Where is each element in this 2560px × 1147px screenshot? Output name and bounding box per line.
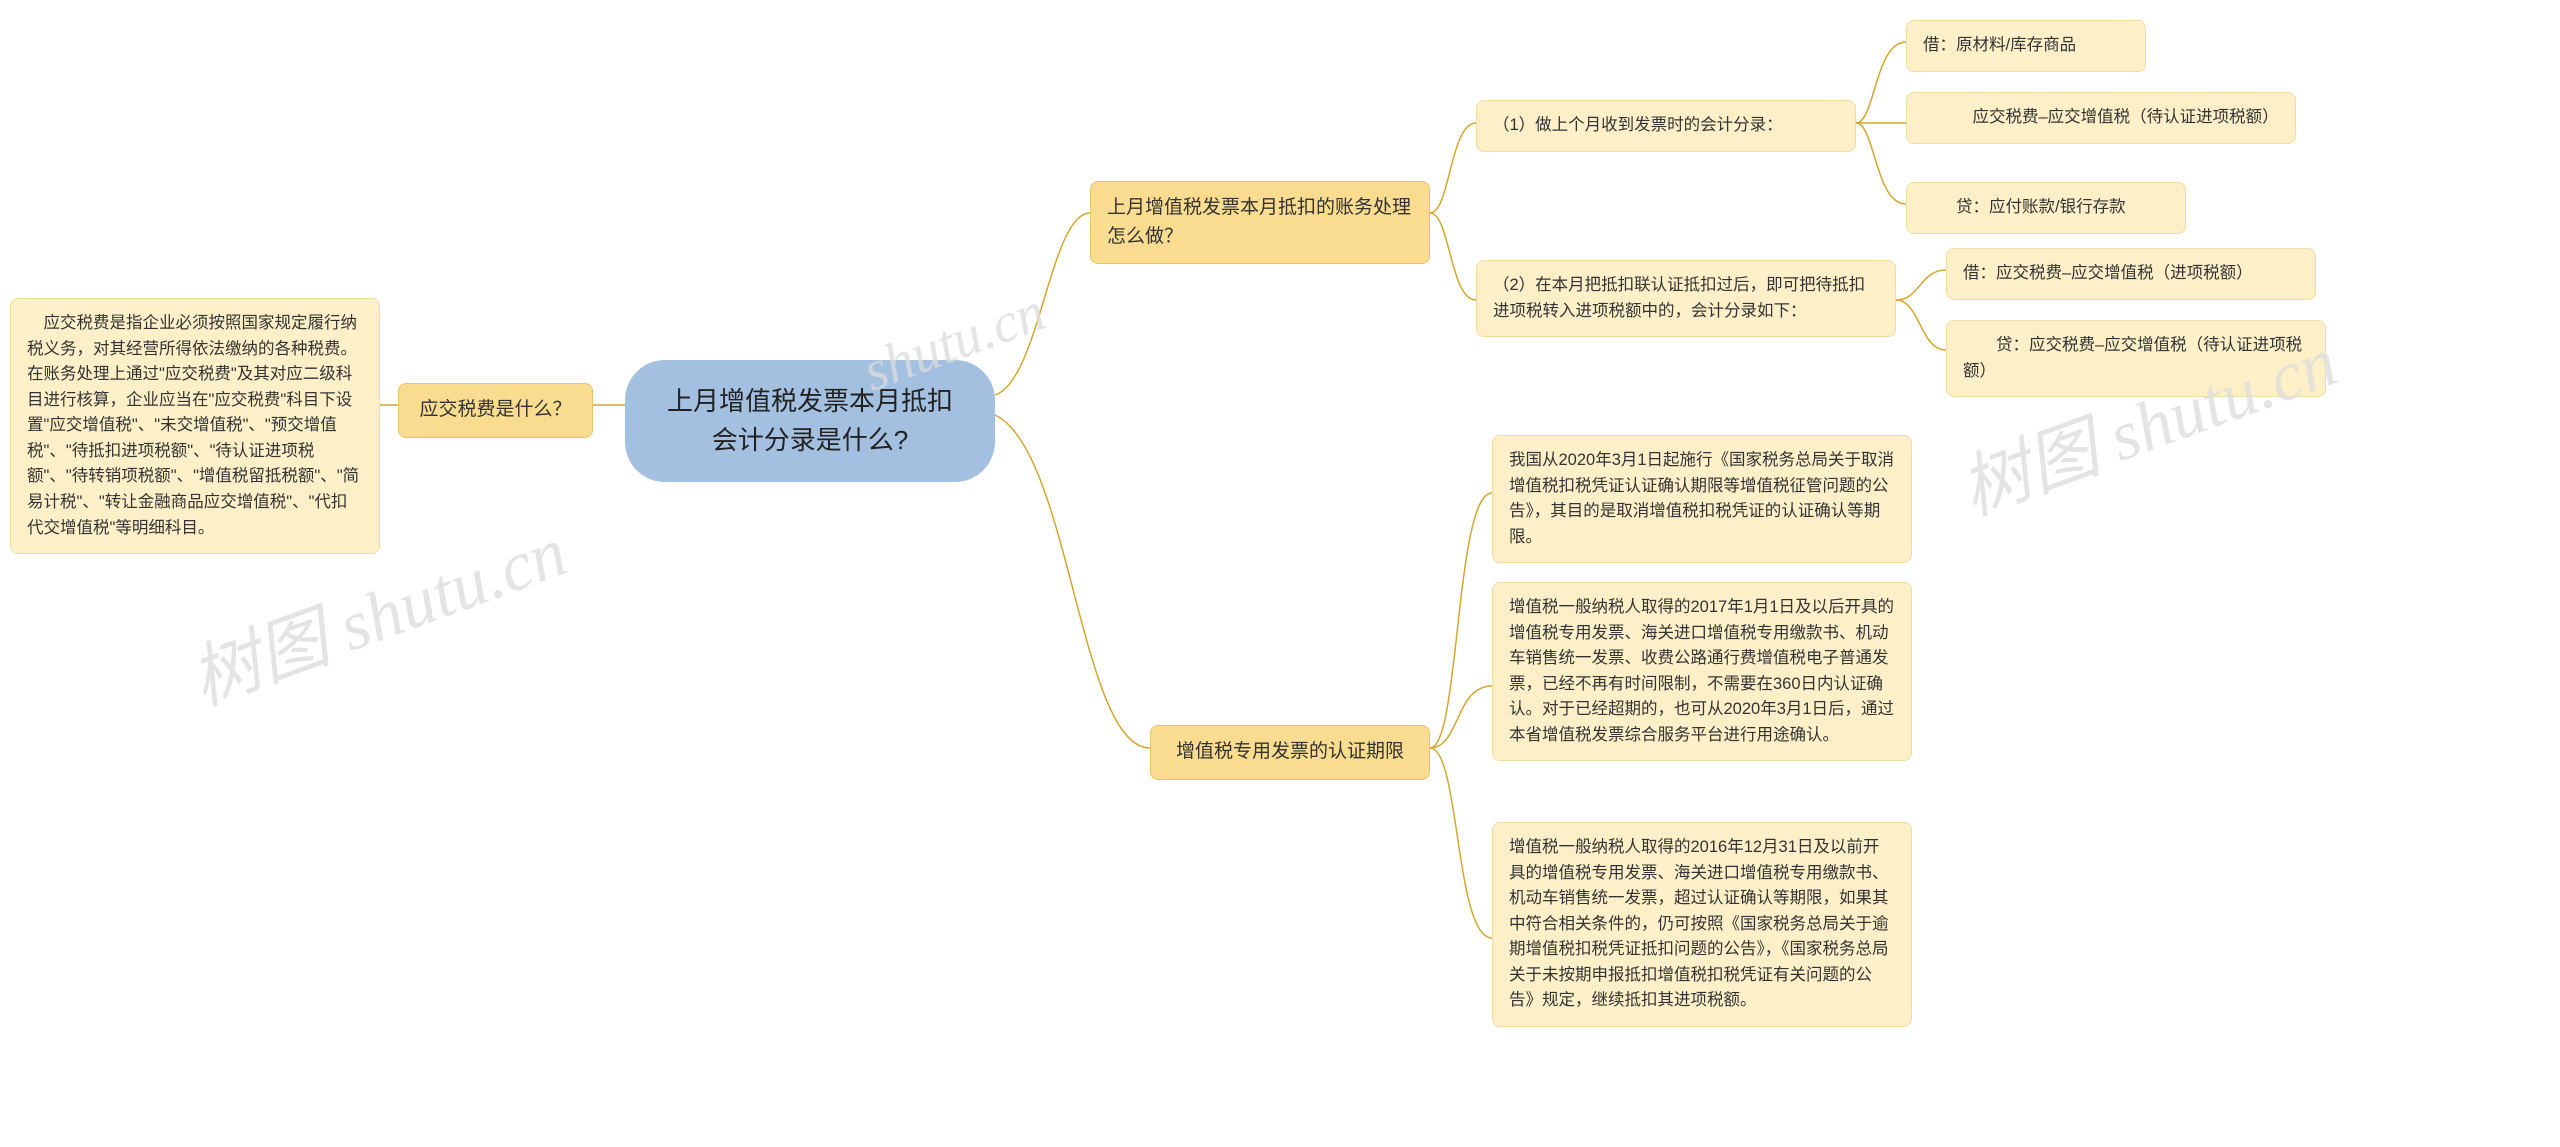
connector-layer [0,0,2560,1147]
accounting-step1-item-1: 应交税费–应交增值税（待认证进项税额） [1906,92,2296,144]
accounting-step1-label: （1）做上个月收到发票时的会计分录： [1476,100,1856,152]
mindmap-root: 上月增值税发票本月抵扣会计分录是什么? [625,360,995,482]
branch-accounting-question: 上月增值税发票本月抵扣的账务处理怎么做？ [1090,181,1430,264]
cert-period-item-0: 我国从2020年3月1日起施行《国家税务总局关于取消增值税扣税凭证认证确认期限等… [1492,435,1912,563]
branch-tax-fee-answer: 应交税费是指企业必须按照国家规定履行纳税义务，对其经营所得依法缴纳的各种税费。在… [10,298,380,554]
accounting-step1-item-2: 贷：应付账款/银行存款 [1906,182,2186,234]
accounting-step2-label: （2）在本月把抵扣联认证抵扣过后，即可把待抵扣进项税转入进项税额中的，会计分录如… [1476,260,1896,337]
branch-cert-period-question: 增值税专用发票的认证期限 [1150,725,1430,780]
branch-tax-fee-question: 应交税费是什么？ [398,383,593,438]
accounting-step1-item-0: 借：原材料/库存商品 [1906,20,2146,72]
accounting-step2-item-0: 借：应交税费–应交增值税（进项税额） [1946,248,2316,300]
cert-period-item-2: 增值税一般纳税人取得的2016年12月31日及以前开具的增值税专用发票、海关进口… [1492,822,1912,1027]
accounting-step2-item-1: 贷：应交税费–应交增值税（待认证进项税额） [1946,320,2326,397]
cert-period-item-1: 增值税一般纳税人取得的2017年1月1日及以后开具的增值税专用发票、海关进口增值… [1492,582,1912,761]
